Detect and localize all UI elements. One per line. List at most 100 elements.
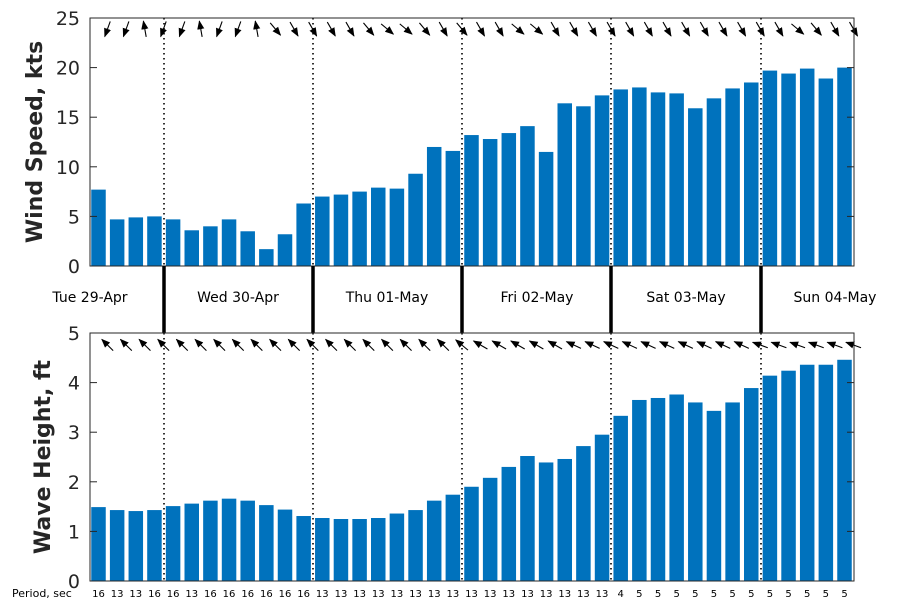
wave-bar-20	[464, 486, 479, 581]
wind-bar-33	[706, 98, 722, 266]
wind-direction-arrow-26	[587, 21, 597, 37]
wind-y-axis-label: Wind Speed, kts	[23, 41, 48, 243]
wind-bar-11	[296, 203, 311, 266]
wind-direction-arrow-15	[380, 23, 395, 35]
wind-bar-17	[408, 173, 423, 266]
period-value-7: 16	[223, 589, 236, 600]
wind-bar-36	[762, 70, 778, 266]
wave-bar-26	[576, 446, 591, 581]
wave-bar-23	[520, 456, 535, 581]
wind-direction-arrow-20	[476, 21, 485, 37]
wave-bar-1	[109, 510, 125, 581]
period-label: Period, sec	[12, 587, 72, 600]
wave-height-bars	[91, 359, 852, 581]
wave-direction-arrow-19	[455, 339, 469, 351]
period-value-29: 5	[636, 589, 642, 600]
wind-bar-24	[538, 151, 554, 266]
wave-direction-arrow-38	[807, 341, 824, 349]
wave-direction-arrow-3	[157, 338, 170, 352]
wind-direction-arrow-7	[234, 21, 242, 38]
period-value-12: 13	[316, 589, 329, 600]
wind-bar-31	[669, 93, 684, 266]
wind-bar-6	[203, 226, 218, 266]
wave-direction-arrow-21	[491, 340, 507, 350]
wave-direction-arrow-10	[287, 338, 301, 352]
wind-direction-arrow-16	[399, 23, 413, 35]
wind-bar-26	[576, 106, 591, 266]
wave-bar-39	[818, 364, 834, 581]
wave-bar-8	[240, 500, 255, 581]
wind-bar-2	[128, 217, 144, 266]
wind-direction-arrow-17	[418, 22, 431, 36]
wind-bar-4	[165, 219, 181, 266]
wave-bar-5	[184, 503, 199, 581]
wind-direction-arrow-10	[289, 21, 299, 37]
period-value-28: 4	[618, 589, 624, 600]
wave-y-tick-label-4: 4	[68, 373, 80, 395]
wind-direction-arrow-1	[122, 21, 130, 38]
wave-bar-38	[799, 364, 815, 581]
wave-bar-7	[221, 498, 237, 581]
period-value-34: 5	[729, 589, 735, 600]
period-value-8: 16	[241, 589, 254, 600]
wind-direction-arrow-38	[810, 22, 822, 36]
wind-direction-arrow-31	[681, 21, 691, 37]
wave-direction-arrow-16	[399, 338, 412, 352]
wind-direction-arrow-18	[438, 21, 448, 37]
period-value-22: 13	[502, 589, 515, 600]
wave-bar-34	[725, 402, 740, 581]
period-value-32: 5	[692, 589, 698, 600]
wave-direction-arrow-7	[231, 338, 245, 352]
wave-y-tick-label-1: 1	[68, 521, 80, 543]
wind-bar-8	[240, 231, 255, 266]
wave-bar-15	[371, 518, 386, 581]
wave-axes-frame	[89, 332, 855, 582]
wind-bar-12	[315, 196, 330, 266]
wind-direction-arrow-9	[269, 22, 282, 36]
wind-direction-arrow-34	[737, 21, 747, 37]
wind-bar-32	[688, 108, 703, 267]
wave-bar-33	[706, 410, 722, 581]
wave-bar-13	[333, 519, 349, 581]
wind-bar-28	[613, 89, 628, 266]
wave-direction-arrow-34	[733, 341, 750, 349]
wind-direction-arrow-25	[569, 21, 579, 37]
wave-bar-4	[165, 506, 181, 581]
period-value-40: 5	[841, 589, 847, 600]
wave-bar-31	[669, 394, 684, 581]
wind-direction-arrow-32	[699, 21, 709, 37]
wind-bar-7	[221, 219, 237, 266]
wave-direction-arrow-12	[325, 338, 338, 352]
wave-bar-9	[259, 505, 274, 581]
wind-bar-30	[650, 92, 666, 267]
wind-direction-arrow-28	[625, 21, 635, 37]
wave-bar-24	[538, 462, 554, 581]
wave-bar-3	[147, 510, 162, 581]
wave-direction-arrow-36	[770, 341, 787, 349]
wave-height-panel: 0 1 2 3 4 5 Wave Height, ft	[31, 323, 862, 593]
wave-bar-27	[594, 434, 610, 581]
period-value-35: 5	[748, 589, 754, 600]
wave-direction-arrow-8	[250, 338, 263, 352]
wave-bar-32	[688, 402, 703, 581]
wave-bar-10	[277, 509, 293, 581]
wave-direction-arrow-33	[714, 341, 731, 349]
wave-y-tick-label-3: 3	[68, 422, 80, 444]
wind-bar-15	[371, 187, 386, 266]
wave-y-tick-label-2: 2	[68, 472, 80, 494]
wave-direction-arrow-4	[175, 338, 189, 352]
wave-bar-6	[203, 500, 218, 581]
period-value-5: 13	[185, 589, 198, 600]
wave-direction-arrow-5	[194, 338, 207, 352]
wind-direction-arrow-14	[363, 22, 375, 36]
wind-speed-bars	[91, 67, 852, 267]
wave-direction-arrow-15	[380, 338, 394, 352]
wave-direction-arrow-32	[696, 341, 712, 349]
period-values: 16 13 13 16 16 13 16 16 16 16 16 16 13 13 13 13 13 13 13 13…	[92, 589, 848, 600]
period-value-21: 13	[484, 589, 497, 600]
wind-direction-arrow-22	[511, 23, 525, 35]
wind-day-dividers	[163, 18, 762, 266]
period-value-39: 5	[823, 589, 829, 600]
wave-day-dividers	[163, 333, 762, 581]
wave-direction-arrow-35	[751, 341, 768, 349]
